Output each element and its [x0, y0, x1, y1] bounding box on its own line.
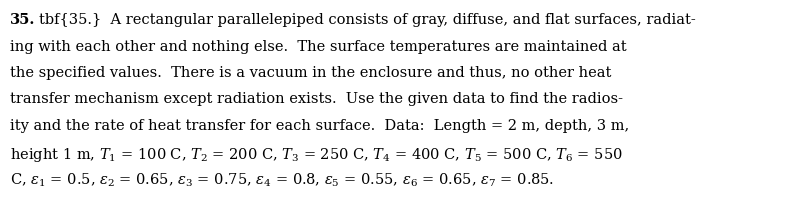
Text: ing with each other and nothing else.  The surface temperatures are maintained a: ing with each other and nothing else. Th…: [10, 40, 626, 53]
Text: transfer mechanism except radiation exists.  Use the given data to find the radi: transfer mechanism except radiation exis…: [10, 92, 623, 106]
Text: C, $\varepsilon_1$ = 0.5, $\varepsilon_2$ = 0.65, $\varepsilon_3$ = 0.75, $\vare: C, $\varepsilon_1$ = 0.5, $\varepsilon_2…: [10, 172, 554, 189]
Text: the specified values.  There is a vacuum in the enclosure and thus, no other hea: the specified values. There is a vacuum …: [10, 66, 611, 80]
Text: 35.: 35.: [10, 13, 35, 27]
Text: tbf{35.}  A rectangular parallelepiped consists of gray, diffuse, and flat surfa: tbf{35.} A rectangular parallelepiped co…: [39, 13, 696, 27]
Text: ity and the rate of heat transfer for each surface.  Data:  Length = 2 m, depth,: ity and the rate of heat transfer for ea…: [10, 119, 630, 133]
Text: height 1 m, $T_1$ = 100 C, $T_2$ = 200 C, $T_3$ = 250 C, $T_4$ = 400 C, $T_5$ = : height 1 m, $T_1$ = 100 C, $T_2$ = 200 C…: [10, 146, 623, 164]
